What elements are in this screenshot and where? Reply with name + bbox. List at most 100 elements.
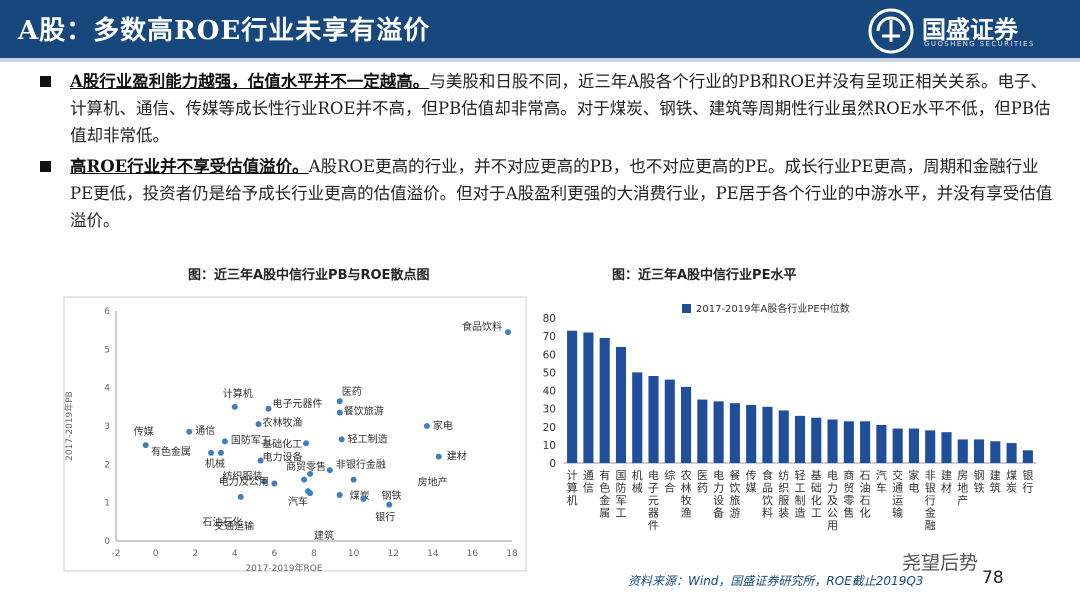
category-label-char: 公 [827, 507, 838, 520]
category-label-char: 工 [811, 507, 822, 520]
bar-chart: 2017-2019年A股各行业PE中位数01020304050607080计算机… [543, 302, 1036, 532]
category-label-char: 零 [843, 494, 854, 507]
category-label-char: 械 [632, 481, 643, 495]
category-label-char: 电 [827, 469, 838, 482]
category-label-char: 属 [599, 507, 610, 520]
y-tick-label: 0 [549, 458, 556, 470]
category-label-char: 机 [567, 493, 578, 507]
bar [941, 432, 952, 463]
source-note: 资料来源：Wind，国盛证券研究所，ROE截止2019Q3 [628, 574, 924, 588]
x-tick-label: 6 [272, 549, 278, 559]
header-bar: A股：多数高ROE行业未享有溢价 国盛证券 GUOSHENG SECURITIE… [0, 0, 1080, 62]
scatter-point [186, 428, 193, 435]
bar [778, 410, 789, 463]
scatter-point [360, 495, 367, 502]
category-label-char: 服 [778, 494, 789, 507]
scatter-point [231, 403, 238, 410]
category-label-char: 通 [892, 482, 903, 495]
category-label-char: 算 [567, 481, 578, 495]
bar [664, 379, 675, 463]
category-label-char: 电 [713, 469, 724, 482]
bullet-list: A股行业盈利能力越强，估值水平并不一定越高。与美股和日股不同，近三年A股各个行业… [38, 68, 1058, 238]
point-label: 银行 [375, 511, 395, 524]
category-label-char: 房 [957, 469, 968, 482]
category-label-char: 银 [925, 481, 936, 495]
y-tick-label: 1 [104, 499, 110, 509]
category-label-char: 化 [860, 506, 871, 520]
category-label-char: 件 [648, 519, 659, 532]
point-label: 钢铁 [382, 489, 402, 502]
category-label-char: 牧 [681, 493, 692, 507]
scatter-point [350, 476, 357, 483]
category-label-char: 及 [827, 494, 838, 507]
scatter-point [326, 467, 333, 474]
category-label-char: 旅 [729, 493, 740, 507]
category-label-char: 媒 [746, 482, 757, 495]
y-tick-label: 4 [104, 384, 110, 394]
page-number: 78 [982, 568, 1004, 588]
point-label: 汽车 [288, 495, 308, 508]
category-label-char: 农 [681, 468, 692, 482]
watermark: 尧望后势 [902, 552, 979, 574]
category-label-char: 信 [583, 482, 594, 495]
category-label-char: 贸 [843, 482, 854, 495]
bar [746, 405, 757, 463]
scatter-point [505, 329, 512, 336]
bar [860, 421, 871, 463]
category-label-char: 产 [957, 493, 968, 507]
point-label: 有色金属 [151, 445, 191, 458]
x-tick-label: 4 [232, 549, 238, 559]
bar [729, 403, 740, 463]
point-label: 家电 [433, 419, 453, 432]
category-label-char: 非 [925, 469, 936, 482]
bar [973, 439, 985, 463]
category-label-char: 融 [925, 519, 936, 532]
scatter-point [338, 436, 345, 443]
bar [681, 386, 692, 463]
point-label: 餐饮旅游 [344, 405, 384, 418]
bar [1022, 450, 1033, 463]
point-label: 纺织服装 [223, 470, 263, 483]
x-tick-label: 14 [427, 549, 439, 559]
category-label-char: 金 [599, 493, 610, 507]
category-label-char: 器 [648, 507, 659, 520]
category-label-char: 电 [648, 469, 659, 482]
y-tick-label: 80 [543, 313, 556, 325]
y-tick-label: 5 [104, 345, 110, 355]
category-label-char: 游 [729, 507, 740, 520]
category-label-char: 电 [908, 482, 919, 495]
bullet-highlight: 高ROE行业并不享受估值溢价。 [70, 157, 309, 176]
category-label-char: 行 [925, 494, 936, 507]
category-label-char: 输 [892, 506, 903, 520]
bullet-text: A股ROE更高的行业，并不对应更高的PB，也不对应更高的PE。成长行业PE更高，… [70, 157, 1053, 230]
bullet-square-icon [40, 76, 51, 87]
bar [876, 424, 887, 463]
scatter-point [271, 480, 278, 487]
category-label-char: 银 [1022, 468, 1033, 482]
category-label-char: 铁 [974, 482, 985, 495]
point-label: 石油石化 [202, 516, 242, 529]
x-tick-label: 8 [311, 549, 317, 559]
category-label-char: 饮 [762, 494, 773, 507]
bar [957, 439, 968, 463]
header-stripe [0, 58, 1080, 62]
category-label-char: 药 [697, 482, 708, 495]
category-label-char: 金 [925, 506, 936, 520]
category-label-char: 石 [860, 469, 871, 482]
bar [843, 421, 854, 463]
y-tick-label: 20 [543, 422, 556, 434]
category-label-char: 运 [892, 494, 903, 507]
category-label-char: 备 [713, 506, 724, 520]
category-label-char: 建 [941, 468, 952, 482]
category-label-char: 汽 [876, 468, 887, 482]
point-label: 房地产 [418, 476, 448, 489]
category-label-char: 力 [713, 482, 724, 495]
bar [925, 430, 936, 463]
category-label-char: 品 [762, 482, 773, 495]
y-tick-label: 60 [543, 349, 556, 361]
category-label-char: 煤 [1006, 469, 1017, 482]
scatter-chart: -2 0 2 4 6 8 10 12 14 16 1801234562017-2019年ROE201… [63, 296, 527, 574]
y-axis-title: 2017-2019年PB [63, 391, 75, 461]
x-tick-label: 0 [153, 549, 159, 559]
legend-label: 2017-2019年A股各行业PE中位数 [696, 302, 850, 315]
